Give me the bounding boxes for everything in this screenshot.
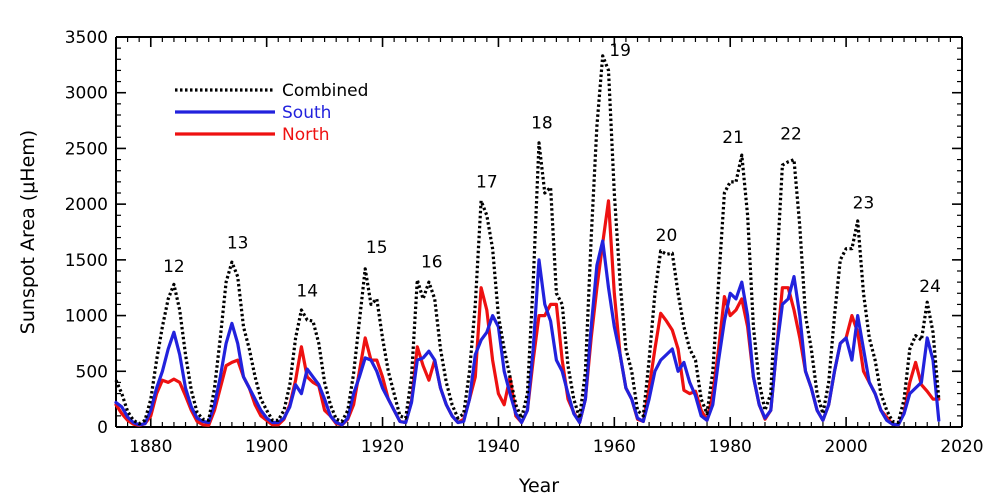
legend-label-combined: Combined <box>282 81 368 101</box>
x-tick-label: 2000 <box>824 437 867 457</box>
y-tick-label: 2000 <box>65 195 108 215</box>
series-south <box>114 239 941 427</box>
cycle-label: 20 <box>656 226 678 246</box>
x-tick-label: 1940 <box>477 437 520 457</box>
legend-label-north: North <box>282 125 330 145</box>
series-lines <box>114 54 941 427</box>
y-tick-label: 3500 <box>65 28 108 48</box>
x-axis-title: Year <box>518 475 559 497</box>
y-tick-label: 1500 <box>65 251 108 271</box>
cycle-label: 12 <box>163 257 185 277</box>
cycle-label: 23 <box>853 194 875 214</box>
cycle-label: 24 <box>919 277 941 297</box>
cycle-label: 17 <box>476 172 498 192</box>
x-tick-label: 1880 <box>129 437 172 457</box>
x-tick-label: 1920 <box>361 437 404 457</box>
cycle-label: 15 <box>366 238 388 258</box>
cycle-label: 21 <box>722 128 744 148</box>
cycle-label: 13 <box>227 234 249 254</box>
x-tick-label: 1980 <box>709 437 752 457</box>
cycle-label: 19 <box>609 41 631 61</box>
y-tick-label: 0 <box>97 418 108 438</box>
y-tick-label: 1000 <box>65 307 108 327</box>
y-tick-label: 2500 <box>65 139 108 159</box>
cycle-label: 18 <box>531 113 553 133</box>
y-axis-title: Sunspot Area (μHem) <box>17 130 39 334</box>
cycle-label: 22 <box>780 125 802 145</box>
axes: 1880 1900 1920 1940 1960 1980 2000 202005001000… <box>65 28 984 457</box>
cycle-labels: 12 13 14 15 16 17 18 19 20 21 22 23 24 <box>163 41 941 302</box>
y-tick-label: 3000 <box>65 84 108 104</box>
x-tick-label: 2020 <box>940 437 983 457</box>
cycle-label: 14 <box>296 282 318 302</box>
cycle-label: 16 <box>421 253 443 273</box>
series-combined <box>114 54 941 426</box>
x-tick-label: 1960 <box>593 437 636 457</box>
legend-label-south: South <box>282 103 331 123</box>
y-tick-label: 500 <box>76 362 108 382</box>
x-tick-label: 1900 <box>245 437 288 457</box>
